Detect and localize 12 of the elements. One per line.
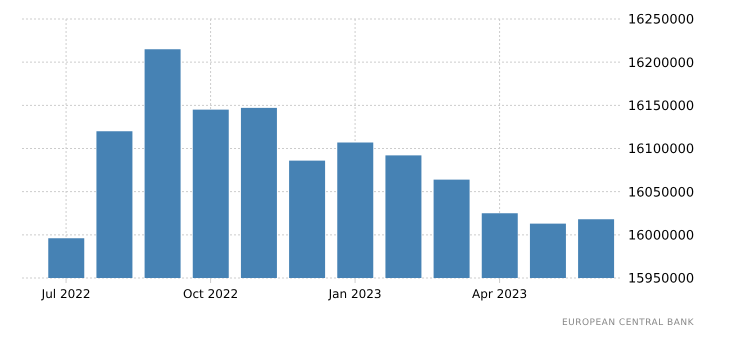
y-tick-label: 16150000 (628, 98, 694, 114)
y-tick-label: 15950000 (628, 272, 694, 287)
x-tick-label: Apr 2023 (472, 287, 528, 301)
text: EUROPEAN CENTRAL BANK (560, 318, 695, 328)
y-tick-label: 16000000 (628, 228, 694, 244)
y-tick-label: 16250000 (628, 12, 694, 28)
y-tick-label: 16100000 (628, 142, 694, 158)
y-tick-label: 16200000 (628, 56, 694, 71)
x-tick-label: Jan 2023 (328, 287, 382, 301)
x-tick-label: Oct 2022 (183, 287, 238, 301)
y-tick-label: 16050000 (628, 185, 694, 200)
x-tick-label: Jul 2022 (40, 287, 91, 301)
